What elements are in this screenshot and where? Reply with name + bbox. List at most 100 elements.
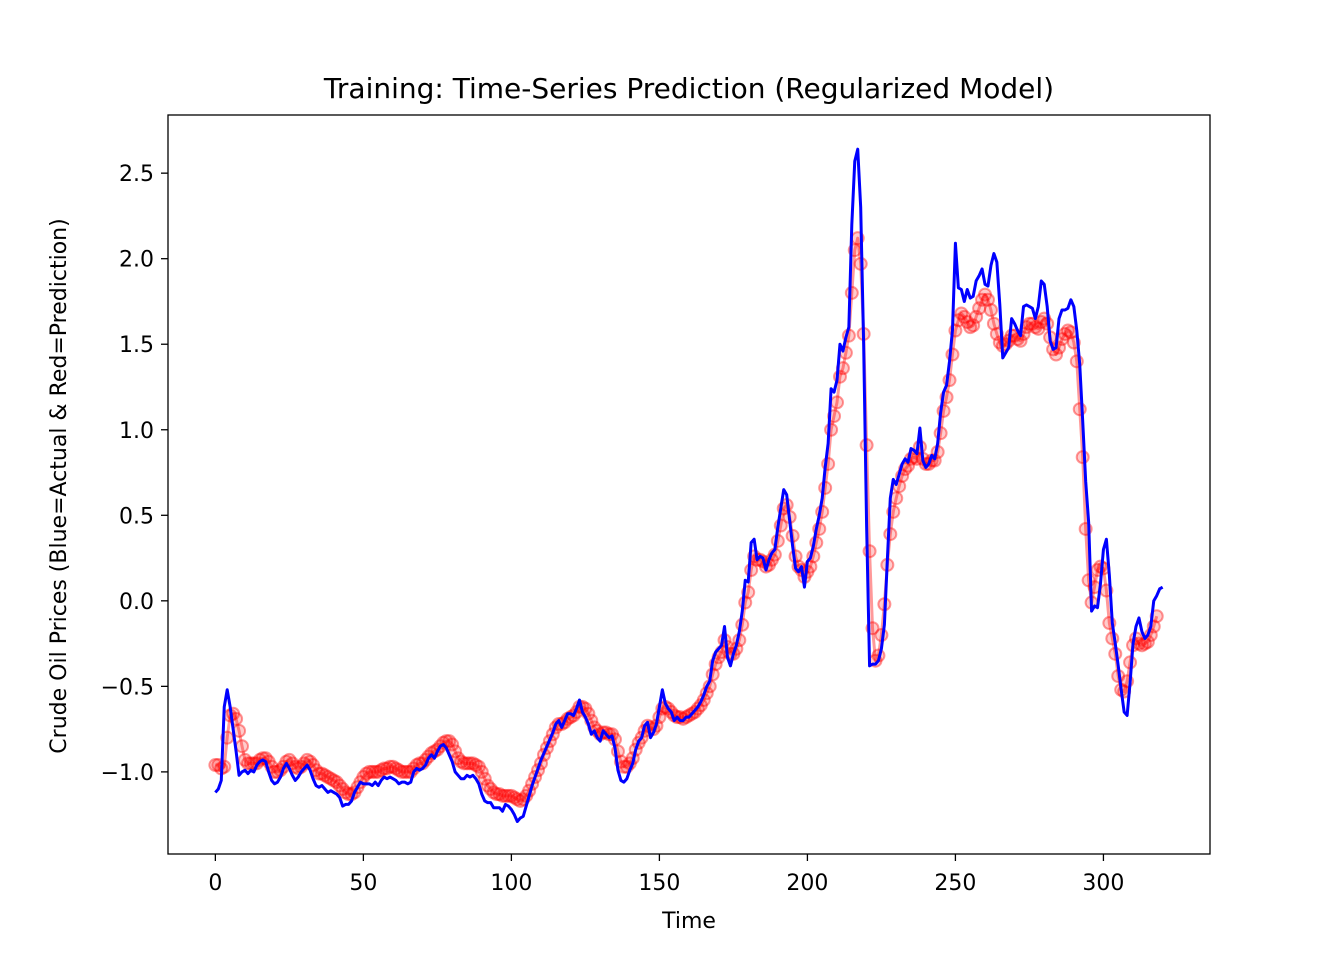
prediction-point — [465, 756, 480, 771]
prediction-point — [960, 314, 975, 329]
prediction-point — [480, 778, 495, 793]
prediction-point — [1134, 638, 1149, 653]
prediction-point — [504, 788, 519, 803]
prediction-point — [279, 754, 294, 769]
prediction-point — [933, 426, 948, 441]
prediction-point — [359, 766, 374, 781]
prediction-point — [1022, 316, 1037, 331]
x-tick-label: 0 — [208, 871, 222, 896]
y-tick-label: 2.0 — [119, 248, 154, 273]
prediction-point — [1060, 323, 1075, 338]
x-tick-label: 150 — [638, 871, 680, 896]
prediction-point — [966, 318, 981, 333]
prediction-point — [235, 739, 250, 754]
prediction-point — [468, 758, 483, 773]
prediction-point — [474, 764, 489, 779]
prediction-point — [237, 752, 252, 767]
prediction-point — [969, 309, 984, 324]
prediction-point — [983, 303, 998, 318]
x-axis: 0 50 100 150 200 250 300 — [208, 854, 1124, 896]
prediction-point — [818, 480, 833, 495]
prediction-point — [371, 764, 386, 779]
prediction-point — [957, 309, 972, 324]
prediction-point — [391, 763, 406, 778]
prediction-point — [483, 782, 498, 796]
prediction-point — [385, 759, 400, 774]
prediction-point — [510, 792, 525, 807]
prediction-point — [317, 768, 332, 783]
actual-series-line — [214, 147, 1164, 823]
y-tick-label: −0.5 — [101, 675, 154, 700]
prediction-point — [335, 782, 350, 796]
prediction-point — [495, 788, 510, 803]
prediction-point — [862, 544, 877, 559]
prediction-point — [486, 785, 501, 800]
prediction-point — [397, 764, 412, 779]
prediction-point — [459, 756, 474, 771]
prediction-point — [1025, 316, 1040, 331]
prediction-point — [477, 771, 492, 786]
prediction-point — [409, 758, 424, 773]
prediction-point — [830, 395, 845, 410]
y-axis: −1.0 −0.5 0.0 0.5 1.0 1.5 2.0 2.5 — [101, 162, 168, 786]
prediction-point — [394, 764, 409, 779]
prediction-point — [445, 737, 460, 752]
prediction-point — [457, 756, 472, 771]
prediction-point — [980, 292, 995, 307]
y-axis-label: Crude Oil Prices (Blue=Actual & Red=Pred… — [47, 218, 72, 753]
prediction-point — [338, 785, 353, 800]
x-tick-label: 300 — [1082, 871, 1124, 896]
prediction-point — [844, 285, 859, 300]
y-tick-label: −1.0 — [101, 761, 154, 786]
prediction-point — [442, 734, 457, 749]
prediction-point — [377, 761, 392, 776]
prediction-point — [380, 761, 395, 776]
x-tick-label: 50 — [349, 871, 377, 896]
prediction-point — [332, 778, 347, 793]
prediction-point — [326, 773, 341, 788]
prediction-point — [454, 754, 469, 769]
prediction-point — [217, 759, 232, 774]
prediction-point — [462, 756, 477, 771]
y-tick-label: 0.5 — [119, 504, 154, 529]
prediction-point — [365, 764, 380, 779]
x-tick-label: 200 — [786, 871, 828, 896]
prediction-point — [963, 320, 978, 335]
prediction-point — [501, 788, 516, 803]
prediction-point — [1031, 321, 1046, 336]
prediction-point — [975, 292, 990, 307]
prediction-point — [368, 764, 383, 779]
series-layer — [208, 147, 1164, 823]
x-tick-label: 100 — [490, 871, 532, 896]
prediction-point — [323, 771, 338, 786]
chart-title: Training: Time-Series Prediction (Regula… — [323, 72, 1054, 105]
prediction-point — [383, 759, 398, 774]
prediction-point — [311, 766, 326, 781]
y-tick-label: 1.5 — [119, 333, 154, 358]
prediction-point — [388, 761, 403, 776]
prediction-point — [374, 763, 389, 778]
prediction-point — [329, 775, 344, 790]
prediction-point — [824, 422, 839, 437]
prediction-point — [1028, 320, 1043, 335]
prediction-point — [1075, 450, 1090, 465]
prediction-point — [507, 790, 522, 805]
x-tick-label: 250 — [934, 871, 976, 896]
y-tick-label: 1.0 — [119, 419, 154, 444]
x-axis-label: Time — [661, 909, 716, 934]
prediction-point — [320, 770, 335, 785]
prediction-point — [489, 787, 504, 802]
prediction-point — [972, 301, 987, 316]
prediction-point — [362, 764, 377, 779]
y-tick-label: 0.0 — [119, 590, 154, 615]
y-tick-label: 2.5 — [119, 162, 154, 187]
prediction-point — [498, 788, 513, 803]
prediction-point — [471, 759, 486, 774]
prediction-point — [314, 766, 329, 781]
prediction-point — [240, 756, 255, 771]
prediction-point — [954, 306, 969, 321]
prediction-point — [978, 287, 993, 302]
prediction-point — [492, 787, 507, 802]
